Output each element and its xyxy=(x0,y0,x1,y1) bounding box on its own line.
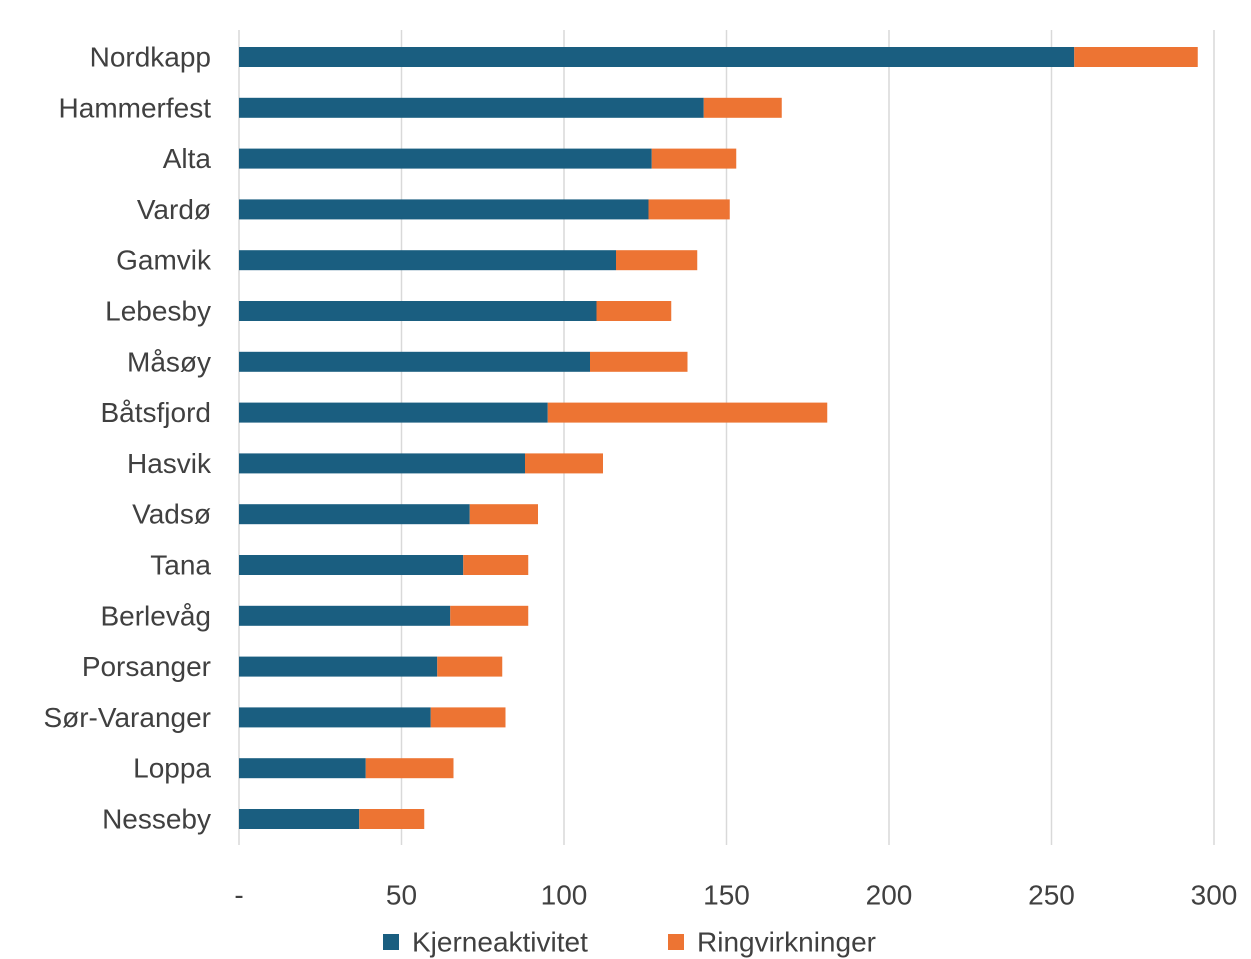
bar-ringvirkninger xyxy=(590,351,688,372)
x-tick-label: 250 xyxy=(1028,880,1075,911)
category-label: Nordkapp xyxy=(90,42,211,73)
bar-kjerneaktivitet xyxy=(239,97,704,118)
bar-kjerneaktivitet xyxy=(239,555,464,575)
legend-label: Kjerneaktivitet xyxy=(412,927,588,958)
bar-kjerneaktivitet xyxy=(239,605,451,626)
category-label: Berlevåg xyxy=(100,600,211,631)
bar-ringvirkninger xyxy=(616,250,698,271)
bar-kjerneaktivitet xyxy=(239,148,652,169)
category-label: Hammerfest xyxy=(59,92,212,123)
bar-ringvirkninger xyxy=(703,97,782,118)
legend: Kjerneaktivitet Ringvirkninger xyxy=(383,927,876,958)
bar-ringvirkninger xyxy=(365,758,454,779)
bar-ringvirkninger xyxy=(1074,47,1198,67)
category-label: Vardø xyxy=(137,194,211,225)
category-label: Vadsø xyxy=(132,499,211,530)
x-tick-label: 50 xyxy=(386,880,417,911)
bar-ringvirkninger xyxy=(430,707,506,728)
bar-kjerneaktivitet xyxy=(239,47,1075,67)
category-label: Alta xyxy=(163,143,212,174)
bar-kjerneaktivitet xyxy=(239,402,548,423)
bar-ringvirkninger xyxy=(469,504,538,525)
category-labels: Nordkapp Hammerfest Alta Vardø Gamvik Lebesby… xyxy=(43,42,212,835)
category-label: Porsanger xyxy=(82,651,211,682)
bar-kjerneaktivitet xyxy=(239,707,431,728)
bars xyxy=(239,47,1198,829)
category-label: Sør-Varanger xyxy=(43,702,211,733)
category-label: Båtsfjord xyxy=(101,397,212,428)
bar-ringvirkninger xyxy=(450,605,529,626)
bar-kjerneaktivitet xyxy=(239,809,360,829)
category-label: Loppa xyxy=(133,753,211,784)
x-axis-ticks: - 50 100 150 200 250 300 xyxy=(234,880,1237,911)
legend-swatch xyxy=(383,934,399,950)
bar-ringvirkninger xyxy=(437,656,503,677)
category-label: Hasvik xyxy=(127,448,212,479)
bar-kjerneaktivitet xyxy=(239,301,597,321)
bar-kjerneaktivitet xyxy=(239,351,590,372)
category-label: Lebesby xyxy=(105,296,211,327)
x-tick-label: 100 xyxy=(541,880,588,911)
bar-kjerneaktivitet xyxy=(239,656,438,677)
bar-ringvirkninger xyxy=(596,301,672,321)
bar-kjerneaktivitet xyxy=(239,250,616,271)
bar-ringvirkninger xyxy=(651,148,737,169)
category-label: Nesseby xyxy=(102,804,211,835)
category-label: Gamvik xyxy=(116,245,212,276)
bar-kjerneaktivitet xyxy=(239,758,366,779)
category-label: Tana xyxy=(150,550,211,581)
category-label: Måsøy xyxy=(127,346,211,377)
bar-kjerneaktivitet xyxy=(239,453,525,474)
legend-label: Ringvirkninger xyxy=(697,927,876,958)
bar-ringvirkninger xyxy=(547,402,828,423)
bar-ringvirkninger xyxy=(359,809,425,829)
x-tick-label: - xyxy=(234,880,243,911)
bar-ringvirkninger xyxy=(463,555,529,575)
bar-kjerneaktivitet xyxy=(239,504,470,525)
x-tick-label: 300 xyxy=(1191,880,1238,911)
x-tick-label: 150 xyxy=(703,880,750,911)
bar-kjerneaktivitet xyxy=(239,199,649,220)
bar-ringvirkninger xyxy=(648,199,730,220)
x-tick-label: 200 xyxy=(866,880,913,911)
legend-swatch xyxy=(668,934,684,950)
bar-ringvirkninger xyxy=(525,453,603,474)
